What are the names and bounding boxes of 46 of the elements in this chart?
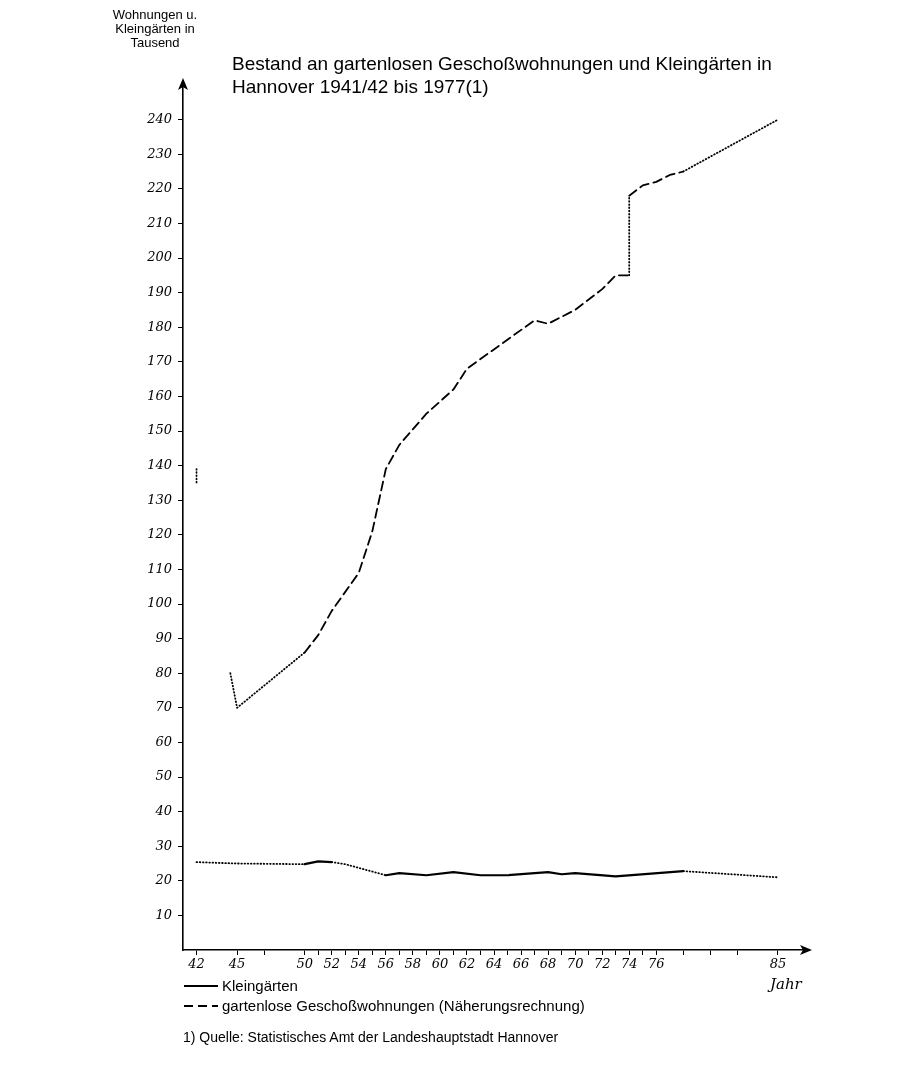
y-tick-label: 190 [147,283,172,299]
y-tick-label: 90 [155,629,172,645]
x-tick-label: 54 [350,956,368,972]
y-tick-label: 80 [155,664,172,680]
x-tick-label: 66 [512,956,530,972]
y-axis-title: Wohnungen u. Kleingärten in Tausend [111,7,199,50]
y-tick-label: 40 [154,802,172,818]
chart-title: Bestand an gartenlosen Geschoßwohnungen und Kleingärten in Hannover 1941/42 bis 1977(1) [232,52,772,98]
x-tick-label: 60 [431,956,449,972]
x-tick-label: 52 [323,956,341,972]
legend-label: gartenlose Geschoßwohnungen (Näherungsrechnung) [222,996,585,1016]
y-tick-label: 130 [147,491,172,507]
y-tick-label: 60 [155,733,172,749]
x-tick-label: 45 [227,956,246,972]
y-tick-label: 30 [155,837,172,853]
y-tick-label: 230 [146,145,172,161]
y-tick-label: 150 [147,422,172,438]
x-tick-label: 76 [647,956,665,972]
x-tick-label: 50 [296,956,313,972]
x-tick-label: 64 [485,956,503,972]
x-tick-label: 85 [769,956,787,972]
y-tick-label: 50 [155,768,172,784]
y-tick-label: 140 [147,456,172,472]
y-tick-label: 210 [146,214,172,230]
y-tick-label: 100 [147,595,172,611]
y-tick-label: 240 [146,110,172,126]
y-tick-label: 70 [155,699,172,715]
y-tick-label: 20 [154,872,172,888]
x-tick-label: 62 [458,956,476,972]
y-tick-label: 120 [147,526,172,542]
legend-label: Kleingärten [222,976,298,996]
x-tick-label: 72 [593,956,611,972]
y-tick-label: 170 [147,353,172,369]
y-tick-label: 160 [147,387,172,403]
x-tick-label: 70 [566,956,584,972]
x-tick-label: 74 [620,956,638,972]
x-tick-label: 56 [377,956,395,972]
y-tick-label: 200 [146,249,172,265]
y-tick-label: 180 [147,318,172,334]
y-tick-label: 10 [155,906,172,922]
x-tick-label: 42 [187,956,205,972]
x-tick-label: 58 [404,956,422,972]
text: 1) Quelle: Statistisches Amt der Landeshauptstadt Hannover [183,1028,560,1046]
y-tick-label: 220 [146,180,172,196]
x-tick-label: 68 [539,956,557,972]
y-tick-label: 110 [147,560,172,576]
